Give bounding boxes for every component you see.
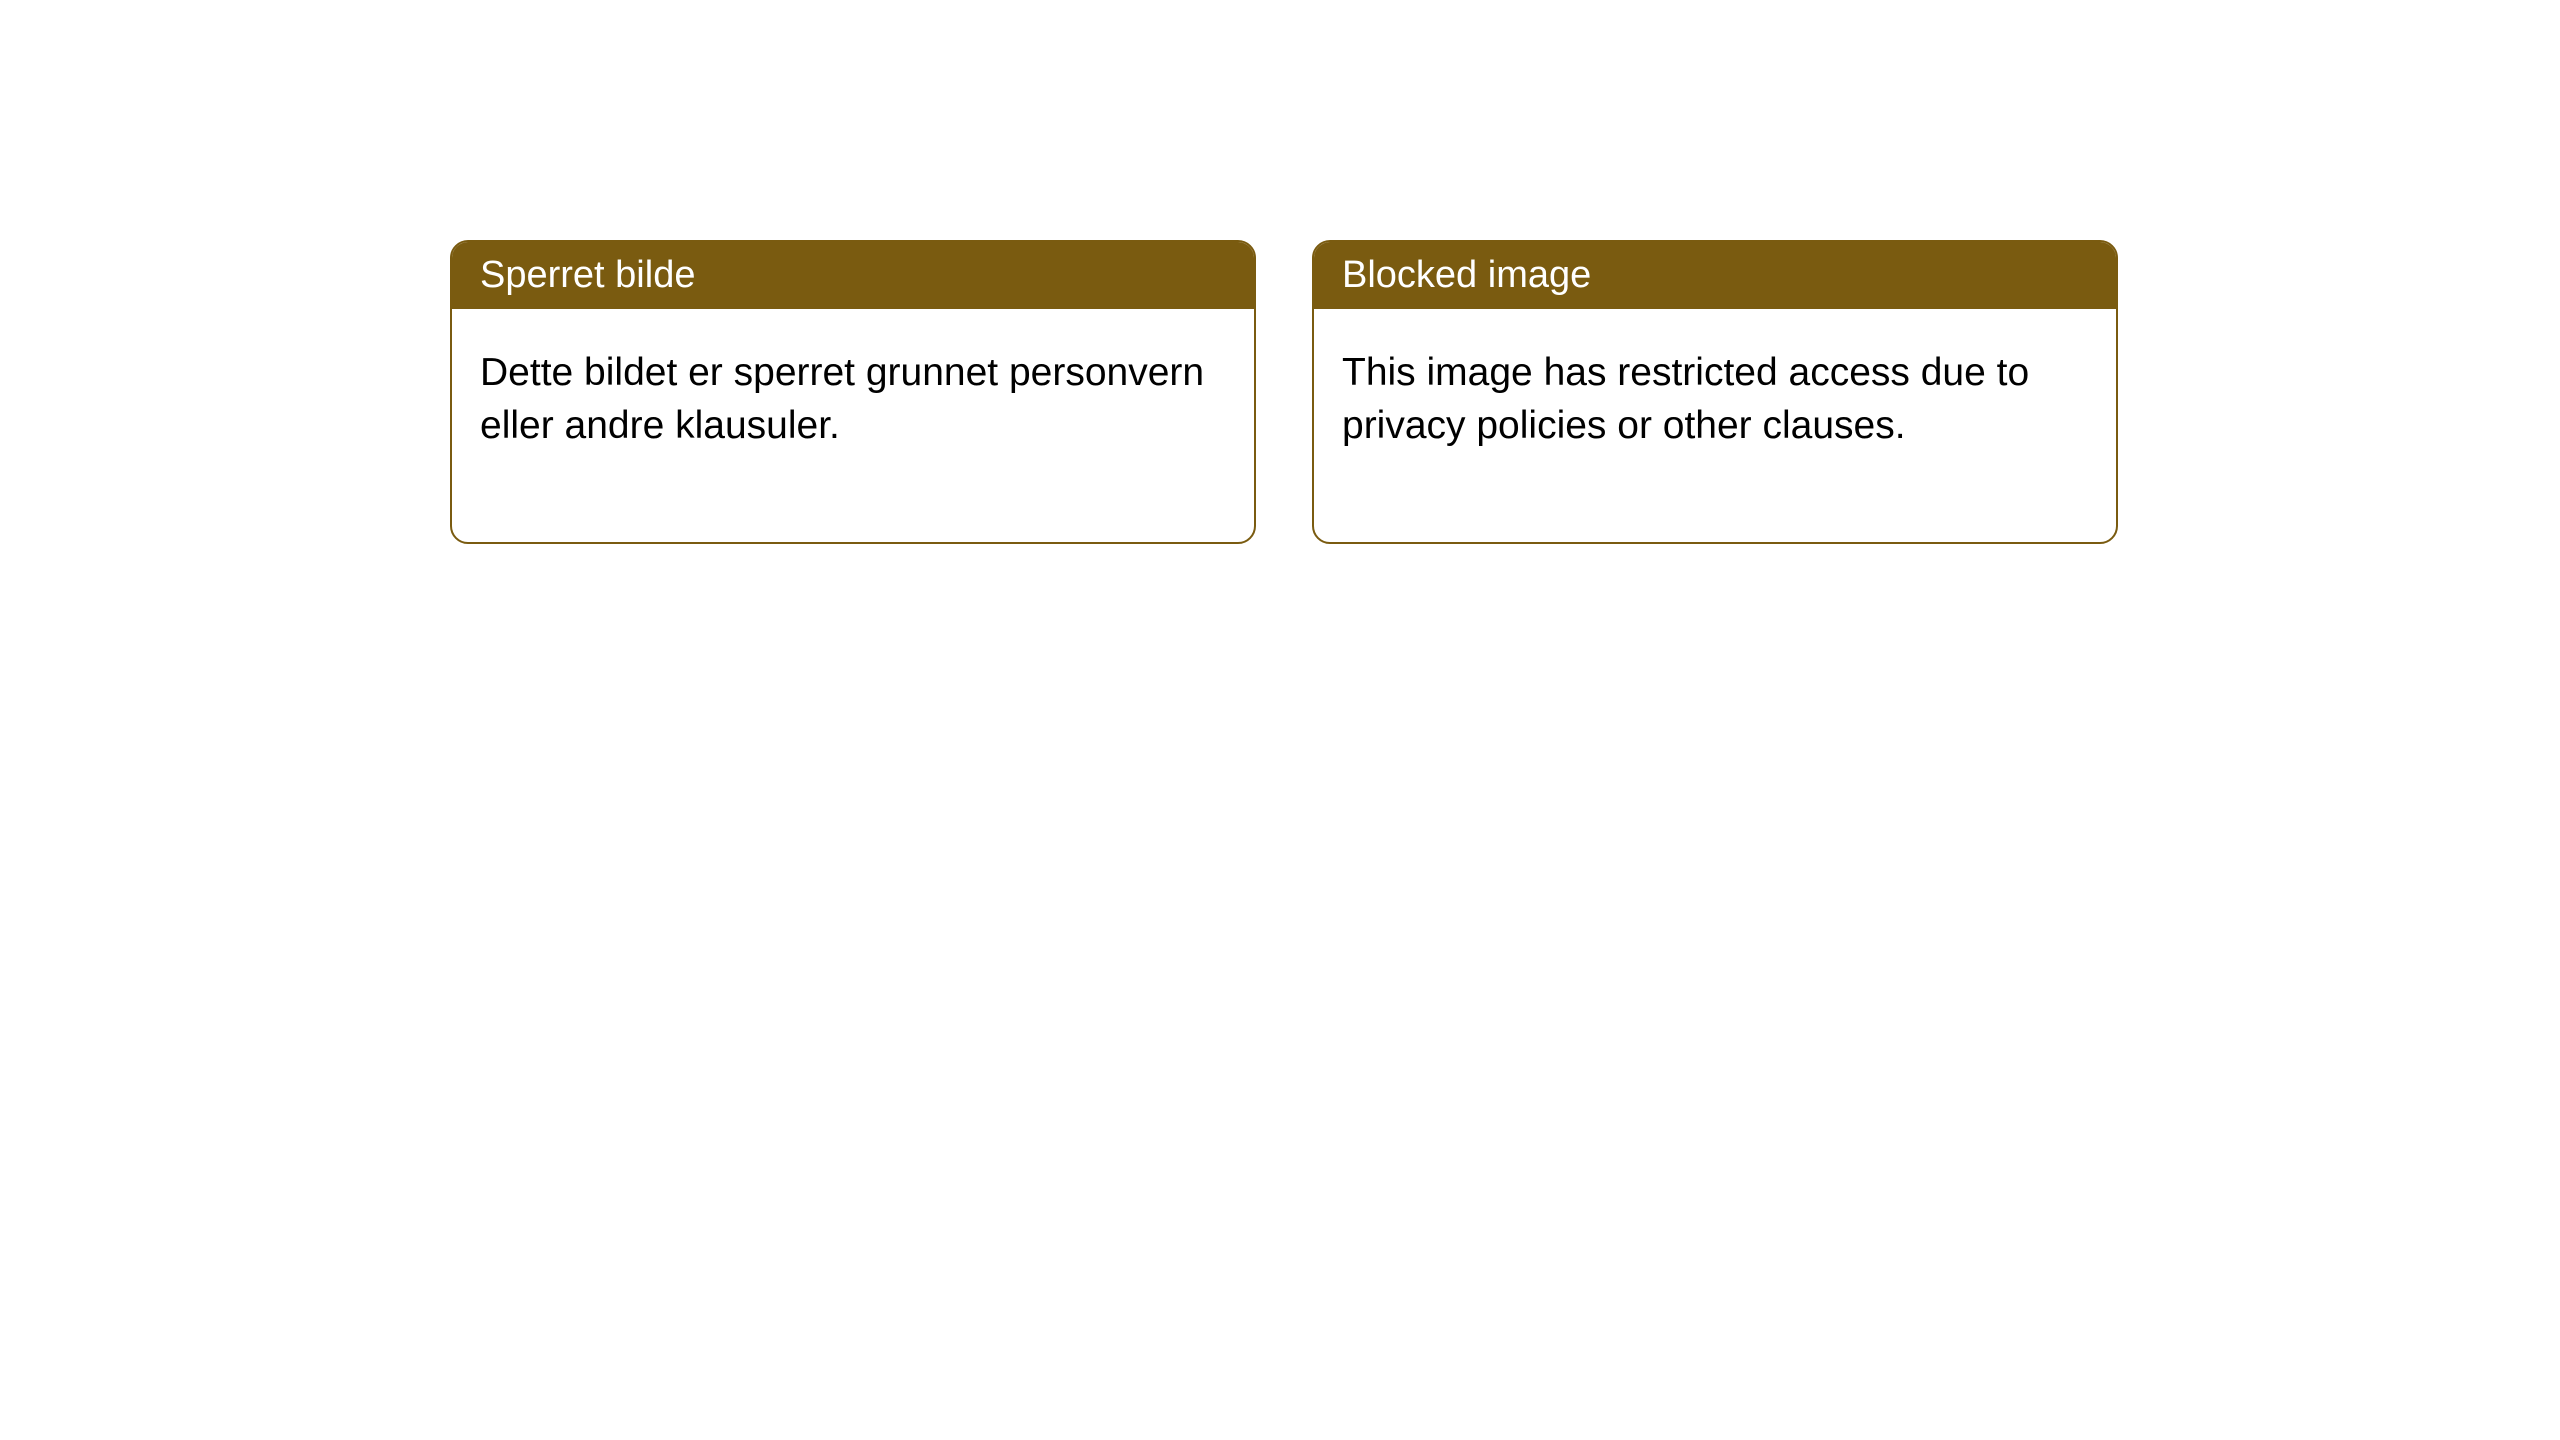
notice-card-norwegian: Sperret bilde Dette bildet er sperret gr…: [450, 240, 1256, 544]
notice-card-english: Blocked image This image has restricted …: [1312, 240, 2118, 544]
notice-title: Blocked image: [1314, 242, 2116, 309]
notice-container: Sperret bilde Dette bildet er sperret gr…: [450, 240, 2118, 544]
notice-body: Dette bildet er sperret grunnet personve…: [452, 309, 1254, 542]
notice-body: This image has restricted access due to …: [1314, 309, 2116, 542]
notice-title: Sperret bilde: [452, 242, 1254, 309]
